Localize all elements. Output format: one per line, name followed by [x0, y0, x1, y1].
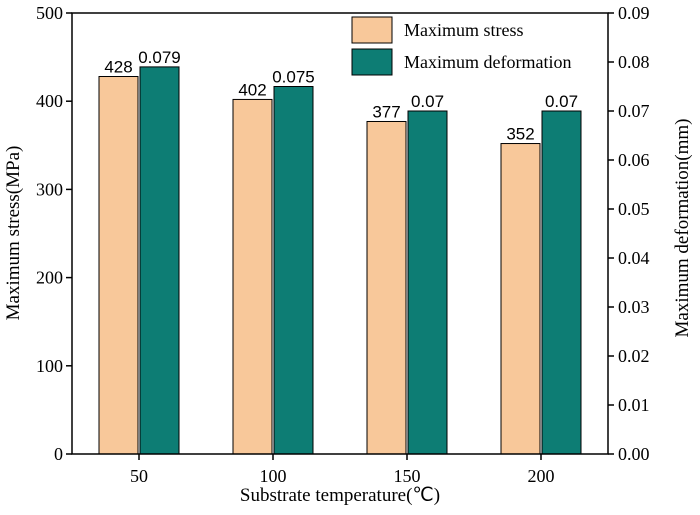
bar-maximum-stress: [232, 98, 273, 455]
right-y-tick-label: 0.03: [618, 297, 650, 317]
legend-swatch-maximum-deformation: [351, 48, 393, 76]
data-labels-layer: 428 0.079 402 0.075 377 0.07 352 0.07: [104, 48, 578, 144]
legend-label-maximum-stress: Maximum stress: [404, 20, 524, 40]
left-y-tick-label: 0: [54, 444, 63, 464]
left-y-tick-label: 300: [36, 179, 63, 199]
data-label-maximum-deformation: 0.075: [272, 68, 315, 87]
right-y-tick-label: 0.04: [618, 248, 650, 268]
left-y-tick-label: 200: [36, 268, 63, 288]
left-y-tick-label: 500: [36, 3, 63, 23]
bar-maximum-deformation: [407, 110, 448, 455]
data-label-maximum-deformation: 0.07: [545, 92, 578, 111]
right-y-tick-label: 0.01: [618, 395, 650, 415]
left-y-axis: 0 100 200 300 400 500: [36, 3, 72, 464]
right-y-axis: 0.00 0.01 0.02 0.03 0.04 0.05 0.06 0.07 0.08 0.09: [608, 3, 650, 464]
x-axis: 50 100 150 200: [130, 454, 555, 486]
x-tick-label: 200: [528, 466, 555, 486]
left-y-axis-title: Maximum stress(MPa): [3, 146, 24, 321]
left-y-tick-label: 100: [36, 356, 63, 376]
bar-maximum-stress: [500, 143, 541, 455]
data-label-maximum-stress: 352: [506, 125, 534, 144]
data-label-maximum-deformation: 0.079: [138, 48, 181, 67]
right-y-tick-label: 0.00: [618, 444, 650, 464]
x-tick-label: 50: [130, 466, 148, 486]
bar-maximum-stress: [366, 120, 407, 455]
x-axis-title: Substrate temperature(℃): [240, 485, 440, 506]
legend-label-maximum-deformation: Maximum deformation: [404, 52, 571, 72]
x-tick-label: 100: [260, 466, 287, 486]
right-y-tick-label: 0.02: [618, 346, 650, 366]
data-label-maximum-stress: 428: [104, 58, 132, 77]
data-label-maximum-stress: 402: [238, 80, 266, 99]
legend-swatch-maximum-stress: [351, 16, 393, 44]
legend: Maximum stress Maximum deformation: [351, 16, 571, 76]
right-y-tick-label: 0.08: [618, 52, 650, 72]
right-y-tick-label: 0.07: [618, 101, 650, 121]
plot-frame: [71, 12, 609, 455]
data-label-maximum-stress: 377: [372, 102, 400, 121]
right-y-tick-label: 0.05: [618, 199, 650, 219]
bar-maximum-deformation: [541, 110, 582, 455]
right-y-tick-label: 0.09: [618, 3, 650, 23]
bar-maximum-deformation: [139, 66, 180, 455]
right-y-axis-title: Maximum deformation(mm): [672, 119, 693, 338]
data-label-maximum-deformation: 0.07: [411, 92, 444, 111]
x-tick-label: 150: [394, 466, 421, 486]
bar-maximum-stress: [98, 76, 139, 455]
right-y-tick-label: 0.06: [618, 150, 650, 170]
bars-layer: [98, 66, 582, 455]
bar-maximum-deformation: [273, 86, 314, 455]
left-y-tick-label: 400: [36, 91, 63, 111]
